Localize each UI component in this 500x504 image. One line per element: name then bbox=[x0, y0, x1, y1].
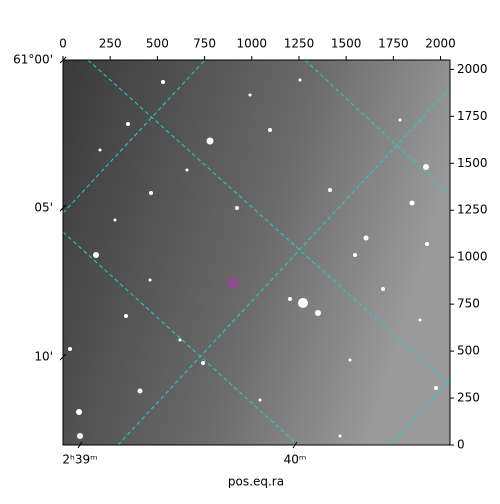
x-tick-label: 750 bbox=[193, 37, 216, 51]
x-tick-label: 1250 bbox=[284, 37, 315, 51]
ra-label: 2ʰ39ᵐ bbox=[62, 453, 97, 467]
y-tick-label: 0 bbox=[457, 438, 465, 452]
x-tick-label: 1000 bbox=[237, 37, 268, 51]
stars bbox=[68, 78, 438, 439]
y-tick-label: 1250 bbox=[457, 203, 488, 217]
dec-label: 05' bbox=[34, 201, 53, 215]
x-tick-label: 1750 bbox=[378, 37, 409, 51]
frame bbox=[62, 59, 451, 446]
y-tick-label: 750 bbox=[457, 297, 480, 311]
y-tick-label: 250 bbox=[457, 391, 480, 405]
x-tick-label: 500 bbox=[146, 37, 169, 51]
ra-tick bbox=[77, 441, 83, 449]
dec-label: 61°00' bbox=[13, 53, 53, 67]
x-axis-label: pos.eq.ra bbox=[228, 475, 284, 489]
y-tick-label: 1000 bbox=[457, 250, 488, 264]
coordinate-grid bbox=[63, 60, 450, 445]
ra-label: 40ᵐ bbox=[284, 453, 307, 467]
sky-image bbox=[63, 60, 450, 445]
x-tick-label: 1500 bbox=[331, 37, 362, 51]
target-marker bbox=[228, 278, 238, 288]
y-tick-label: 1750 bbox=[457, 109, 488, 123]
dec-label: 10' bbox=[34, 350, 53, 364]
dec-tick bbox=[59, 204, 67, 212]
dec-tick bbox=[59, 56, 67, 64]
x-tick-label: 0 bbox=[59, 37, 67, 51]
x-tick-label: 250 bbox=[99, 37, 122, 51]
x-tick-label: 2000 bbox=[425, 37, 456, 51]
ra-tick bbox=[292, 441, 298, 449]
y-tick-label: 2000 bbox=[457, 62, 488, 76]
dec-tick bbox=[59, 353, 67, 361]
y-tick-label: 1500 bbox=[457, 156, 488, 170]
y-tick-label: 500 bbox=[457, 344, 480, 358]
